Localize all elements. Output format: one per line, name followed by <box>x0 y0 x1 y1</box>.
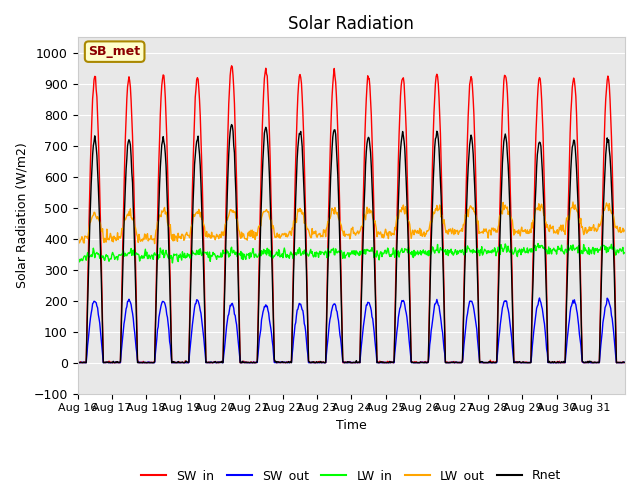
Rnet <box>267 216 275 222</box>
SW_in <box>409 359 417 365</box>
Rnet <box>139 360 147 365</box>
LW_out <box>408 231 416 237</box>
LW_out <box>239 231 247 237</box>
SW_out <box>620 360 628 365</box>
SW_out <box>138 360 146 365</box>
LW_in <box>287 249 294 255</box>
Rnet <box>74 360 81 365</box>
SW_in <box>74 360 82 365</box>
LW_out <box>569 199 577 205</box>
Line: LW_in: LW_in <box>77 243 624 263</box>
LW_in <box>620 250 628 255</box>
Rnet <box>240 360 248 365</box>
Rnet <box>409 360 417 365</box>
SW_in <box>620 360 628 365</box>
Y-axis label: Solar Radiation (W/m2): Solar Radiation (W/m2) <box>15 143 28 288</box>
LW_out <box>266 216 274 222</box>
LW_out <box>438 219 446 225</box>
SW_out <box>74 360 81 365</box>
SW_out <box>536 295 543 301</box>
LW_out <box>151 240 159 246</box>
SW_out <box>407 360 415 365</box>
Text: SB_met: SB_met <box>88 45 141 58</box>
Rnet <box>620 360 628 365</box>
LW_in <box>534 240 542 246</box>
LW_out <box>620 228 628 233</box>
LW_out <box>138 237 146 242</box>
Rnet <box>440 270 447 276</box>
SW_in <box>440 250 447 256</box>
LW_in <box>408 249 416 254</box>
SW_in <box>267 185 275 191</box>
SW_out <box>438 325 445 331</box>
Rnet <box>287 360 295 365</box>
Rnet <box>228 122 236 128</box>
Line: LW_out: LW_out <box>77 202 624 243</box>
Line: SW_in: SW_in <box>77 66 624 362</box>
Title: Solar Radiation: Solar Radiation <box>289 15 414 33</box>
LW_in <box>438 248 446 253</box>
LW_in <box>138 252 146 258</box>
SW_out <box>239 360 246 365</box>
SW_in <box>139 360 147 365</box>
X-axis label: Time: Time <box>336 419 367 432</box>
LW_in <box>74 251 81 256</box>
SW_in <box>287 359 295 364</box>
LW_in <box>266 248 274 254</box>
LW_out <box>287 230 294 236</box>
SW_out <box>266 317 273 323</box>
SW_in <box>74 360 81 365</box>
LW_in <box>168 260 176 266</box>
SW_in <box>228 63 236 69</box>
LW_in <box>239 257 247 263</box>
Legend: SW_in, SW_out, LW_in, LW_out, Rnet: SW_in, SW_out, LW_in, LW_out, Rnet <box>136 464 566 480</box>
Rnet <box>78 360 86 365</box>
Line: SW_out: SW_out <box>77 298 624 362</box>
SW_in <box>240 358 248 364</box>
Line: Rnet: Rnet <box>77 125 624 362</box>
LW_out <box>74 237 81 242</box>
SW_out <box>286 359 294 365</box>
